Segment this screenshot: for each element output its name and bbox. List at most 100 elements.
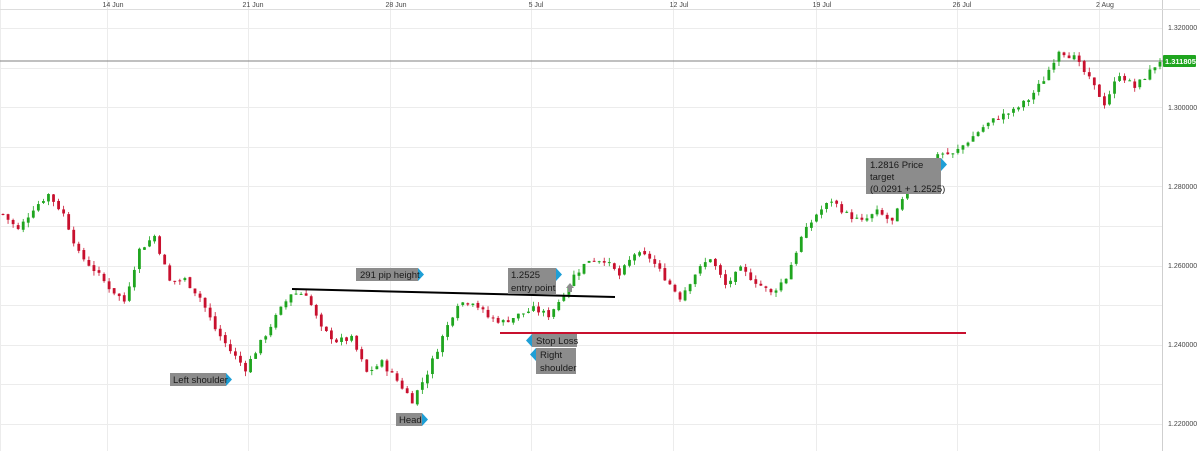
candle-up	[628, 259, 631, 266]
x-axis: 14 Jun 21 Jun 28 Jun 5 Jul 12 Jul 19 Jul…	[102, 2, 1114, 9]
candle-down	[1067, 55, 1071, 59]
x-tick-label: 2 Aug	[1096, 2, 1114, 9]
candle-up	[274, 314, 278, 328]
candle-up	[516, 313, 520, 319]
annotation-text: 1.2525	[511, 270, 540, 281]
candle-up	[936, 154, 940, 159]
candle-down	[506, 320, 510, 323]
candle-up	[249, 358, 252, 373]
candle-down	[244, 362, 247, 372]
candle-down	[648, 253, 652, 259]
candle-up	[532, 306, 535, 311]
candle-up	[991, 118, 995, 123]
candle-up	[183, 278, 187, 281]
candle-down	[612, 263, 616, 269]
candle-down	[304, 293, 308, 296]
candle-down	[1103, 96, 1106, 106]
candle-up	[456, 306, 460, 319]
candle-down	[1077, 55, 1081, 62]
candle-up	[572, 274, 576, 286]
candle-up	[21, 221, 25, 230]
candle-up	[264, 336, 268, 340]
candle-down	[759, 283, 763, 286]
candle-up	[1113, 81, 1116, 94]
candle-down	[1087, 72, 1091, 77]
y-tick-label: 1.220000	[1168, 421, 1197, 428]
candle-down	[713, 258, 717, 267]
candle-up	[36, 204, 40, 211]
candle-up	[809, 222, 813, 228]
candle-up	[143, 247, 146, 250]
candle-down	[860, 217, 864, 220]
candle-up	[875, 209, 879, 215]
candle-down	[673, 284, 677, 292]
candle-down	[663, 268, 667, 281]
candle-down	[11, 219, 15, 225]
annotation-text: Right	[540, 350, 563, 361]
candle-up	[138, 248, 141, 270]
candle-up	[870, 214, 874, 219]
candle-up	[284, 301, 288, 308]
candle-down	[324, 326, 328, 332]
candle-up	[688, 284, 692, 292]
annotation-text: Head	[399, 415, 422, 426]
candle-up	[941, 153, 945, 155]
candle-down	[840, 204, 844, 213]
candle-up	[1118, 76, 1121, 81]
candle-down	[6, 214, 10, 220]
annotation-price-target: 1.2816 Price target (0.0291 + 1.2525)	[866, 158, 947, 195]
candle-up	[1001, 113, 1005, 120]
candle-down	[880, 210, 884, 215]
candle-down	[724, 274, 727, 285]
candle-up	[375, 366, 379, 370]
annotation-entry-point: 1.2525 entry point	[508, 268, 562, 294]
candle-down	[62, 209, 66, 214]
candle-up	[1027, 100, 1031, 102]
candle-up	[436, 351, 439, 359]
candle-down	[173, 280, 177, 282]
candle-down	[203, 297, 207, 308]
candle-up	[900, 199, 904, 210]
entry-arrow-icon	[566, 283, 574, 292]
candle-down	[1133, 81, 1137, 88]
candle-up	[501, 320, 505, 323]
annotation-left-shoulder: Left shoulder	[170, 373, 232, 386]
candle-up	[557, 301, 561, 311]
candle-down	[163, 254, 167, 265]
candle-up	[703, 262, 707, 267]
x-tick-label: 26 Jul	[953, 2, 972, 9]
candle-down	[218, 328, 222, 337]
y-tick-label: 1.300000	[1168, 105, 1197, 112]
candle-down	[309, 296, 313, 305]
candle-up	[845, 211, 849, 213]
candle-up	[47, 194, 50, 202]
candle-down	[547, 310, 551, 318]
annotation-head: Head	[396, 413, 428, 426]
candle-up	[951, 153, 955, 155]
candle-down	[1092, 77, 1096, 86]
candle-up	[370, 369, 374, 371]
candle-up	[971, 136, 975, 142]
candle-down	[16, 225, 20, 229]
candle-down	[405, 388, 409, 394]
candle-up	[269, 326, 273, 336]
y-tick-label: 1.280000	[1168, 184, 1197, 191]
candle-up	[577, 272, 581, 276]
candle-down	[1123, 75, 1127, 81]
y-tick-label: 1.260000	[1168, 263, 1197, 270]
candle-up	[426, 374, 429, 384]
candle-up	[441, 336, 444, 353]
candle-up	[1052, 62, 1056, 70]
candle-up	[380, 360, 384, 367]
candle-down	[213, 316, 217, 330]
candle-down	[390, 371, 394, 373]
x-tick-label: 19 Jul	[813, 2, 832, 9]
candle-down	[385, 360, 389, 372]
candle-up	[415, 390, 419, 405]
candle-up	[825, 203, 828, 209]
candle-up	[26, 217, 30, 223]
candle-down	[67, 214, 71, 230]
candle-down	[117, 293, 121, 297]
candle-down	[345, 337, 348, 341]
